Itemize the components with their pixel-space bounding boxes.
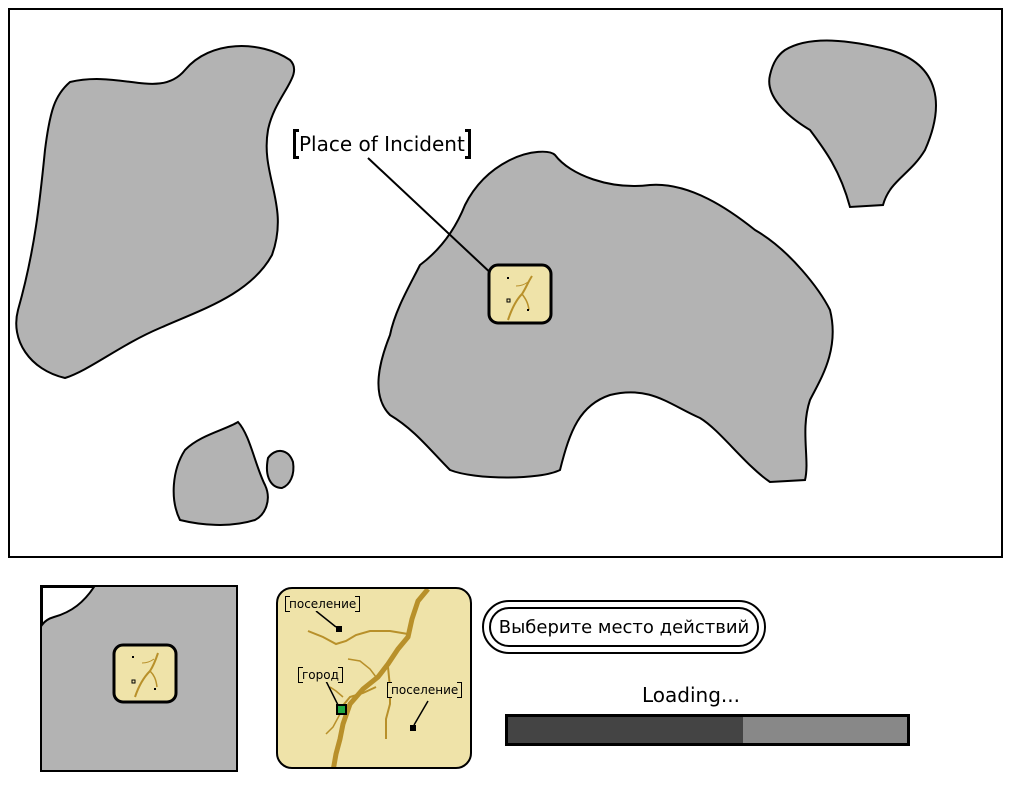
city-label: город [298,667,343,683]
landmass-central[interactable] [377,150,834,484]
settlement-label-top: поселение [284,596,361,612]
landmass-south[interactable] [172,420,269,526]
road-main [331,589,430,767]
choose-location-button[interactable]: Выберите место действий [482,600,766,654]
zoom-incident-tile[interactable] [112,643,178,704]
world-map-canvas [15,39,937,526]
place-of-incident-label: Place of Incident [293,129,471,159]
landmass-west[interactable] [15,45,296,380]
zoom-canvas [42,587,178,704]
loading-text: Loading... [642,683,740,707]
settlement-marker-top[interactable] [336,626,342,632]
loading-progress-fill [508,717,744,743]
incident-tile[interactable] [487,263,553,325]
place-leader-line [367,157,496,278]
road-branch-mid [347,658,377,678]
loading-progress-bar [505,714,910,746]
road-branch-south [385,666,391,739]
road-branch-west [307,630,409,646]
settlement-marker-right[interactable] [410,725,416,731]
landmass-northeast[interactable] [768,39,937,209]
road-branch-low [325,713,341,735]
road-branch-mid2 [329,686,344,698]
zoom-preview[interactable] [40,585,238,772]
landmass-islet[interactable] [266,450,295,490]
region-detail-map[interactable]: поселение город поселение [276,587,472,769]
settlement-label-right: поселение [386,682,463,698]
region-detail-canvas [307,589,430,767]
road-branch-city [339,686,377,710]
choose-location-button-label: Выберите место действий [489,607,759,647]
world-map[interactable]: Place of Incident [8,8,1003,558]
city-marker[interactable] [336,704,347,715]
